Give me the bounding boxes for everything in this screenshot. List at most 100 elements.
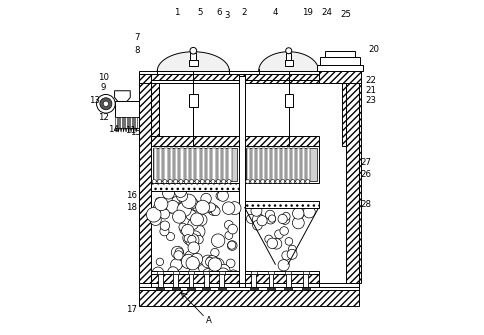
Text: 11: 11 bbox=[125, 126, 136, 135]
Bar bbox=[297, 148, 300, 181]
Bar bbox=[286, 274, 291, 287]
Bar bbox=[239, 76, 245, 283]
Circle shape bbox=[201, 255, 214, 268]
Bar bbox=[151, 136, 239, 146]
Circle shape bbox=[296, 180, 300, 184]
Text: 19: 19 bbox=[302, 8, 313, 17]
Circle shape bbox=[227, 259, 235, 268]
Circle shape bbox=[200, 180, 204, 184]
Bar bbox=[319, 71, 362, 83]
Circle shape bbox=[170, 259, 182, 270]
Bar bbox=[189, 60, 198, 66]
Circle shape bbox=[228, 241, 236, 249]
Bar bbox=[245, 136, 319, 146]
Circle shape bbox=[267, 213, 273, 220]
Polygon shape bbox=[118, 128, 120, 132]
Bar bbox=[138, 74, 359, 83]
Bar bbox=[252, 148, 255, 181]
Bar bbox=[219, 274, 224, 287]
Text: 28: 28 bbox=[360, 200, 371, 209]
Bar bbox=[245, 271, 319, 274]
Bar bbox=[246, 148, 317, 181]
Bar bbox=[285, 94, 293, 108]
Bar bbox=[138, 71, 359, 74]
Bar bbox=[303, 274, 308, 287]
Circle shape bbox=[251, 180, 255, 184]
Bar bbox=[320, 57, 360, 65]
Circle shape bbox=[282, 212, 290, 220]
Circle shape bbox=[267, 238, 277, 249]
Bar bbox=[151, 80, 159, 146]
Bar bbox=[203, 271, 209, 274]
Circle shape bbox=[216, 180, 220, 184]
Bar bbox=[151, 80, 239, 83]
Circle shape bbox=[252, 213, 264, 225]
Text: 10: 10 bbox=[98, 73, 109, 82]
Circle shape bbox=[222, 202, 235, 214]
Circle shape bbox=[278, 214, 287, 223]
Circle shape bbox=[96, 94, 115, 113]
Circle shape bbox=[185, 233, 199, 247]
Bar bbox=[302, 287, 310, 290]
Circle shape bbox=[302, 208, 310, 215]
Text: 26: 26 bbox=[360, 170, 371, 179]
Bar bbox=[277, 148, 280, 181]
Circle shape bbox=[174, 251, 183, 260]
Circle shape bbox=[182, 194, 196, 208]
Bar bbox=[202, 287, 211, 290]
Circle shape bbox=[174, 180, 178, 184]
Bar bbox=[212, 148, 216, 181]
Circle shape bbox=[100, 98, 112, 110]
Text: 27: 27 bbox=[360, 158, 371, 167]
Circle shape bbox=[265, 210, 275, 219]
Text: A: A bbox=[206, 317, 212, 326]
Bar bbox=[285, 287, 292, 290]
Text: 14: 14 bbox=[108, 125, 119, 134]
Circle shape bbox=[184, 251, 197, 263]
Circle shape bbox=[256, 180, 260, 184]
Bar bbox=[190, 53, 197, 60]
Circle shape bbox=[209, 268, 218, 278]
Polygon shape bbox=[123, 128, 124, 132]
Circle shape bbox=[190, 180, 194, 184]
Bar bbox=[115, 118, 117, 128]
Bar bbox=[267, 287, 275, 290]
Text: 4: 4 bbox=[272, 8, 278, 17]
Circle shape bbox=[285, 238, 293, 245]
Bar bbox=[128, 118, 129, 128]
Bar bbox=[262, 148, 265, 181]
Bar bbox=[282, 148, 285, 181]
Circle shape bbox=[207, 203, 215, 212]
Bar bbox=[180, 148, 183, 181]
Bar bbox=[151, 274, 239, 283]
Bar bbox=[189, 274, 193, 287]
Circle shape bbox=[301, 180, 305, 184]
Circle shape bbox=[188, 236, 196, 244]
Bar bbox=[130, 118, 132, 128]
Circle shape bbox=[225, 231, 233, 240]
Circle shape bbox=[212, 234, 225, 247]
Bar bbox=[175, 148, 178, 181]
Text: 25: 25 bbox=[340, 9, 351, 18]
Text: 6: 6 bbox=[216, 8, 221, 17]
Circle shape bbox=[160, 209, 169, 219]
Bar bbox=[151, 283, 239, 287]
Bar bbox=[268, 271, 274, 274]
Bar bbox=[223, 148, 227, 181]
Bar bbox=[207, 148, 211, 181]
Circle shape bbox=[183, 231, 197, 245]
Circle shape bbox=[195, 214, 207, 226]
Circle shape bbox=[154, 197, 168, 211]
Circle shape bbox=[191, 213, 203, 226]
Circle shape bbox=[282, 251, 291, 260]
Bar bbox=[245, 146, 319, 183]
Circle shape bbox=[158, 180, 162, 184]
Circle shape bbox=[218, 264, 230, 277]
Circle shape bbox=[201, 193, 212, 204]
Circle shape bbox=[175, 251, 184, 261]
Circle shape bbox=[188, 219, 198, 229]
Bar bbox=[138, 287, 359, 290]
Circle shape bbox=[180, 225, 189, 234]
Bar bbox=[285, 60, 293, 66]
Circle shape bbox=[253, 220, 262, 230]
